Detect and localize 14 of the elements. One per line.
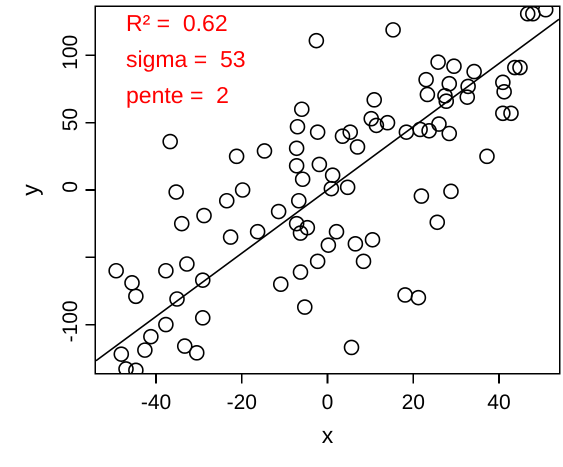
x-tick-label: -20 — [226, 390, 257, 414]
x-tick-label: -40 — [140, 390, 172, 414]
annotation: R² = 0.62 — [126, 10, 228, 36]
y-tick-label: 50 — [59, 108, 82, 132]
y-tick-label: 0 — [59, 181, 82, 193]
x-axis-title: x — [322, 422, 334, 448]
y-tick-label: 100 — [59, 34, 82, 70]
x-tick-label: 0 — [322, 390, 334, 414]
annotation: pente = 2 — [126, 82, 229, 108]
x-tick-label: 40 — [487, 390, 511, 414]
y-tick-label: -100 — [59, 300, 82, 342]
annotation: sigma = 53 — [126, 46, 246, 72]
y-axis-title: y — [16, 184, 43, 196]
x-tick-label: 20 — [402, 390, 425, 414]
